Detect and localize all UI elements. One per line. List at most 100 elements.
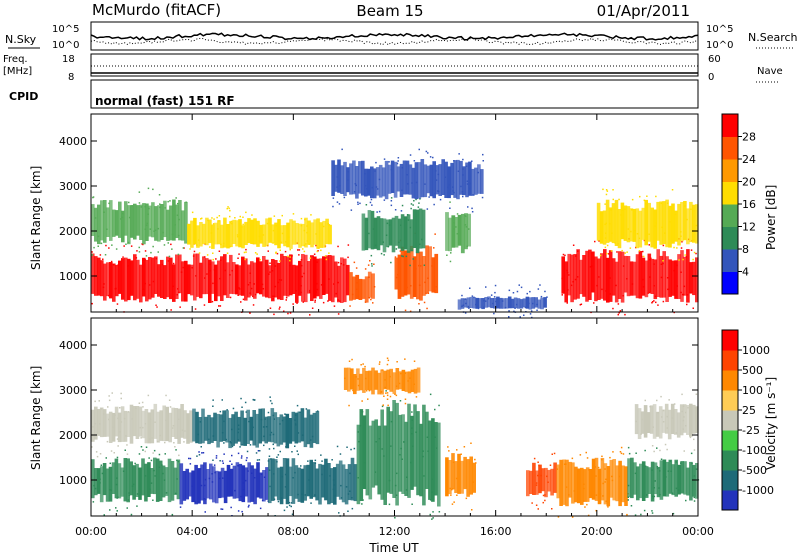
data-speckle	[651, 510, 653, 512]
data-speckle	[148, 207, 150, 210]
data-speckle	[585, 451, 587, 454]
data-cell	[664, 403, 669, 434]
data-cell	[371, 420, 376, 488]
data-speckle	[386, 222, 389, 225]
data-cell	[655, 411, 660, 437]
data-speckle	[257, 450, 260, 452]
data-cell	[346, 264, 350, 296]
data-speckle	[149, 228, 151, 230]
data-speckle	[425, 292, 427, 295]
data-cell	[627, 458, 631, 498]
data-cell	[484, 297, 488, 308]
data-cell	[480, 169, 484, 194]
data-cell	[358, 278, 363, 300]
data-speckle	[426, 436, 429, 438]
data-speckle	[116, 477, 118, 479]
data-cell	[635, 208, 640, 249]
data-speckle	[135, 257, 138, 259]
data-cell	[349, 163, 353, 195]
data-speckle	[407, 219, 410, 221]
data-speckle	[221, 460, 224, 462]
data-cell	[91, 459, 95, 499]
data-cell	[454, 461, 458, 493]
data-speckle	[642, 286, 645, 288]
data-speckle	[634, 230, 636, 232]
data-speckle	[383, 158, 386, 160]
data-cell	[668, 205, 672, 248]
data-cell	[217, 220, 221, 245]
data-speckle	[261, 499, 264, 502]
data-cell	[162, 405, 166, 442]
data-speckle	[340, 484, 342, 487]
data-speckle	[421, 238, 423, 241]
nave-tick-bottom: 0	[708, 72, 714, 83]
data-speckle	[141, 401, 144, 404]
data-speckle	[446, 254, 448, 256]
data-speckle	[158, 194, 161, 196]
data-cell	[334, 261, 338, 298]
data-speckle	[138, 468, 140, 470]
data-speckle	[286, 441, 289, 443]
data-cell	[164, 467, 169, 496]
data-speckle	[317, 247, 319, 249]
data-speckle	[482, 160, 484, 162]
data-cell	[118, 201, 122, 238]
data-cell	[232, 465, 237, 499]
data-speckle	[239, 215, 241, 218]
data-speckle	[220, 243, 222, 246]
data-speckle	[108, 395, 110, 397]
data-speckle	[151, 437, 153, 439]
data-speckle	[407, 380, 409, 382]
data-cell	[259, 261, 263, 295]
data-speckle	[609, 277, 611, 279]
data-speckle	[164, 207, 166, 209]
data-speckle	[626, 278, 628, 280]
data-speckle	[680, 235, 682, 237]
velocity-ylabel: Slant Range [km]	[29, 366, 43, 470]
data-speckle	[337, 261, 340, 264]
data-speckle	[436, 190, 439, 192]
data-speckle	[617, 313, 619, 316]
data-speckle	[128, 201, 130, 204]
data-speckle	[619, 310, 622, 312]
data-speckle	[272, 295, 274, 297]
data-speckle	[323, 225, 325, 228]
data-speckle	[241, 510, 243, 513]
data-cell	[184, 201, 188, 244]
data-cell	[148, 257, 152, 300]
data-speckle	[400, 247, 403, 250]
data-cell	[564, 261, 568, 303]
data-speckle	[635, 452, 637, 454]
data-cell	[276, 467, 281, 501]
data-speckle	[202, 452, 205, 454]
data-speckle	[110, 260, 113, 263]
data-cell	[683, 461, 687, 495]
data-cell	[126, 458, 130, 503]
data-speckle	[109, 509, 111, 511]
power-cbar-label: 16	[742, 198, 756, 211]
data-speckle	[171, 233, 174, 236]
data-cell	[187, 264, 191, 295]
data-speckle	[357, 201, 359, 204]
data-speckle	[288, 504, 291, 507]
data-speckle	[355, 184, 357, 187]
data-speckle	[570, 284, 573, 287]
data-cell	[571, 462, 575, 504]
data-cell	[309, 414, 314, 448]
data-speckle	[212, 435, 215, 437]
data-speckle	[183, 441, 185, 443]
data-speckle	[404, 358, 406, 360]
data-speckle	[128, 492, 130, 494]
data-speckle	[614, 242, 616, 244]
data-speckle	[431, 194, 434, 197]
data-cell	[469, 456, 473, 495]
data-speckle	[273, 295, 276, 298]
data-cell	[403, 250, 408, 296]
data-speckle	[597, 466, 600, 469]
data-speckle	[134, 462, 136, 465]
data-cell	[212, 466, 216, 503]
data-speckle	[537, 508, 539, 510]
data-speckle	[273, 473, 275, 475]
data-speckle	[200, 446, 202, 448]
data-speckle	[386, 398, 389, 400]
